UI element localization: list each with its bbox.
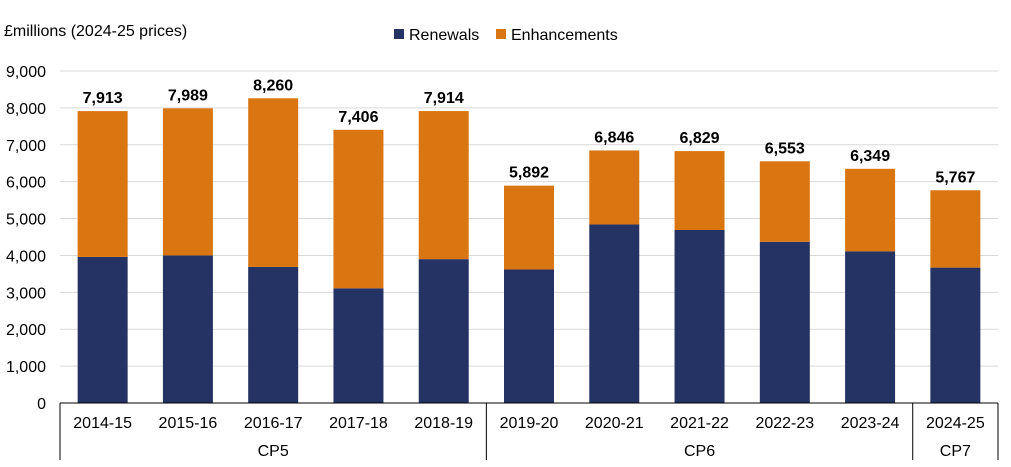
y-tick-label-3000: 3,000 <box>6 285 46 302</box>
x-tick-label-2021-22: 2021-22 <box>670 415 729 432</box>
bar-enhancements-2019-20 <box>504 185 554 270</box>
bar-enhancements-2018-19 <box>418 111 469 260</box>
x-tick-label-2019-20: 2019-20 <box>500 415 559 432</box>
legend-label-renewals: Renewals <box>409 27 479 44</box>
bar-enhancements-2022-23 <box>759 161 810 242</box>
bar-renewals-2015-16 <box>162 255 213 403</box>
x-tick-label-2016-17: 2016-17 <box>244 415 303 432</box>
y-tick-label-9000: 9,000 <box>6 64 46 81</box>
bar-enhancements-2014-15 <box>77 111 128 257</box>
bar-enhancements-2016-17 <box>248 98 299 267</box>
bar-enhancements-2015-16 <box>162 108 213 256</box>
bar-enhancements-2021-22 <box>674 151 725 230</box>
legend-label-enhancements: Enhancements <box>511 27 618 44</box>
bars <box>77 98 981 403</box>
bar-renewals-2018-19 <box>418 259 469 403</box>
x-tick-label-2024-25: 2024-25 <box>926 415 985 432</box>
y-tick-label-1000: 1,000 <box>6 359 46 376</box>
bar-renewals-2023-24 <box>845 251 896 403</box>
total-label-2023-24: 6,349 <box>850 148 890 165</box>
bar-enhancements-2023-24 <box>845 168 896 252</box>
total-label-2014-15: 7,913 <box>83 90 123 107</box>
legend-swatch-renewals <box>394 29 404 39</box>
bar-enhancements-2020-21 <box>589 150 640 225</box>
bar-renewals-2014-15 <box>77 256 128 403</box>
total-label-2015-16: 7,989 <box>168 87 208 104</box>
x-tick-label-2018-19: 2018-19 <box>414 415 473 432</box>
bar-renewals-2016-17 <box>248 266 299 403</box>
y-tick-label-0: 0 <box>37 396 46 413</box>
y-axis-title: £millions (2024-25 prices) <box>4 23 187 40</box>
legend: Renewals Enhancements <box>394 27 618 44</box>
total-label-2022-23: 6,553 <box>765 140 805 157</box>
total-label-2024-25: 5,767 <box>935 169 975 186</box>
x-tick-label-2022-23: 2022-23 <box>755 415 814 432</box>
group-label-CP6: CP6 <box>684 443 715 460</box>
labels: 0 1,000 2,000 3,000 4,000 5,000 6,000 7,000 8,00… <box>6 64 985 460</box>
y-tick-label-5000: 5,000 <box>6 212 46 229</box>
legend-swatch-enhancements <box>496 29 506 39</box>
bar-renewals-2021-22 <box>674 229 725 403</box>
bar-renewals-2020-21 <box>589 224 640 403</box>
y-tick-label-7000: 7,000 <box>6 138 46 155</box>
bar-renewals-2022-23 <box>759 241 810 403</box>
total-label-2017-18: 7,406 <box>338 109 378 126</box>
y-tick-label-4000: 4,000 <box>6 248 46 265</box>
bar-renewals-2019-20 <box>504 269 554 403</box>
total-label-2020-21: 6,846 <box>594 129 634 146</box>
total-label-2016-17: 8,260 <box>253 77 293 94</box>
x-tick-label-2023-24: 2023-24 <box>841 415 900 432</box>
x-tick-label-2017-18: 2017-18 <box>329 415 388 432</box>
x-tick-label-2014-15: 2014-15 <box>73 415 132 432</box>
bar-enhancements-2017-18 <box>333 129 384 289</box>
y-tick-label-2000: 2,000 <box>6 322 46 339</box>
bar-renewals-2017-18 <box>333 288 384 403</box>
axes <box>59 402 999 460</box>
group-label-CP5: CP5 <box>258 443 289 460</box>
x-tick-label-2015-16: 2015-16 <box>159 415 218 432</box>
group-label-CP7: CP7 <box>940 443 971 460</box>
y-tick-label-6000: 6,000 <box>6 175 46 192</box>
total-label-2019-20: 5,892 <box>509 165 549 182</box>
y-tick-label-8000: 8,000 <box>6 101 46 118</box>
x-tick-label-2020-21: 2020-21 <box>585 415 644 432</box>
total-label-2021-22: 6,829 <box>680 130 720 147</box>
bar-enhancements-2024-25 <box>930 190 981 268</box>
total-label-2018-19: 7,914 <box>424 90 464 107</box>
bar-renewals-2024-25 <box>930 267 981 403</box>
